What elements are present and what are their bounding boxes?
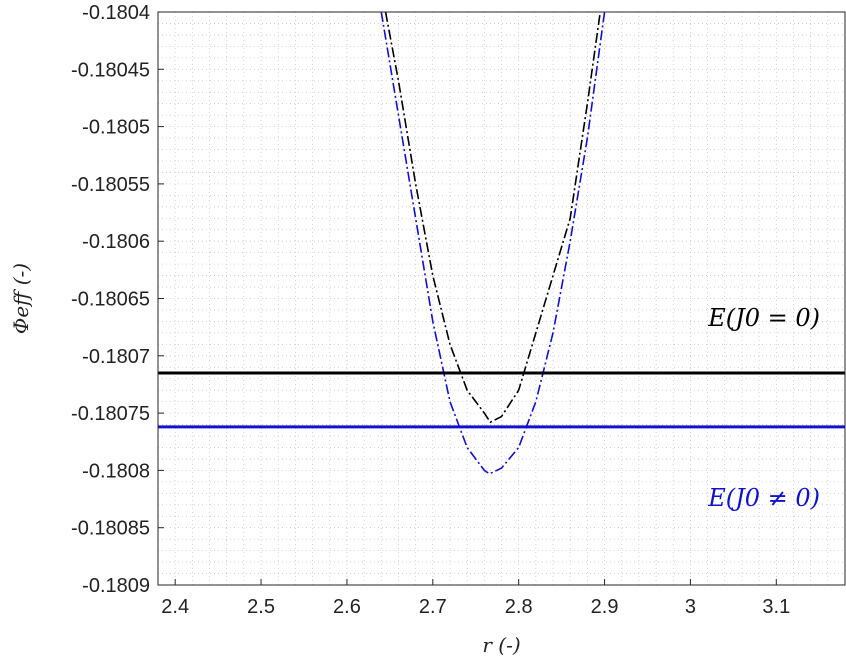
axis-labels: r (-) Φeff (-) [9,263,521,657]
series-line-1 [384,12,602,424]
y-tick-label: -0.1804 [82,2,150,24]
y-tick-label: -0.18085 [71,518,150,540]
annotations: E(J0 = 0) E(J0 ≠ 0) [707,304,820,512]
x-tick-label: 2.6 [333,596,361,618]
x-tick-label: 2.5 [247,596,275,618]
y-tick-label: -0.1808 [82,460,150,482]
y-tick-label: -0.1809 [82,575,150,597]
x-axis-label: r (-) [482,633,520,657]
y-tick-label: -0.18065 [71,289,150,311]
y-tick-label: -0.18055 [71,174,150,196]
ticks: 2.4 2.5 2.6 2.7 2.8 2.9 3 3.1 -0.1804 -0.18045 -0.… [71,2,790,618]
x-tick-label: 2.8 [505,596,533,618]
series-line-2 [380,12,606,475]
x-tick-label: 2.4 [161,596,189,618]
y-tick-label: -0.18045 [71,59,150,81]
x-tick-label: 3.1 [762,596,790,618]
y-axis-label: Φeff (-) [9,263,33,334]
x-tick-label: 2.9 [591,596,619,618]
y-tick-label: -0.1807 [82,346,150,368]
annotation-label: E(J0 = 0) [707,304,820,332]
y-tick-label: -0.1806 [82,231,150,253]
x-tick-label: 3 [685,596,696,618]
grid [157,11,846,586]
y-tick-label: -0.1805 [82,117,150,139]
y-tick-label: -0.18075 [71,403,150,425]
x-tick-label: 2.7 [419,596,447,618]
annotation-label: E(J0 ≠ 0) [707,484,820,512]
series-layer [158,12,845,475]
